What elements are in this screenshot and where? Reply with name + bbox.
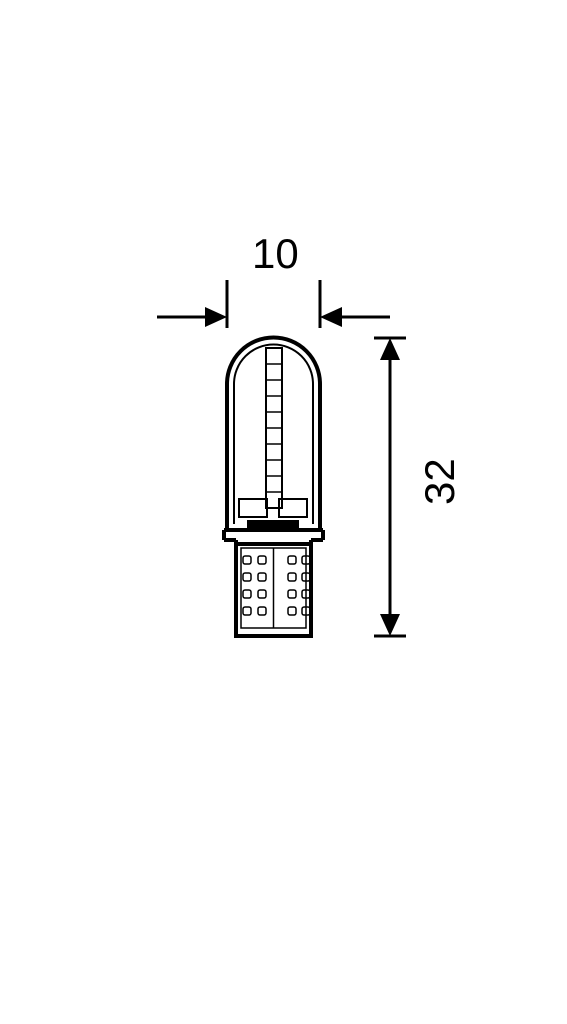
bulb-drawing [0, 0, 567, 1024]
diagram-canvas: 10 32 [0, 0, 567, 1024]
width-dimension-label: 10 [252, 230, 299, 278]
height-dimension-label: 32 [416, 458, 464, 505]
